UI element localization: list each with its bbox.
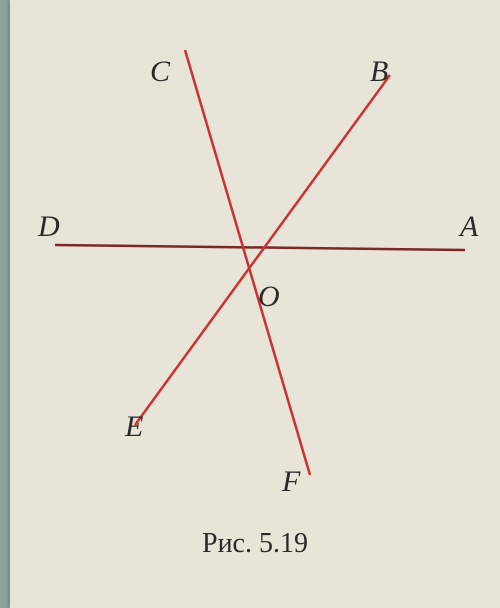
page-background: A B C D E F O Рис. 5.19 [10, 0, 500, 608]
diagram-svg [20, 20, 490, 520]
line-BE [135, 75, 390, 425]
line-CF [185, 50, 310, 475]
figure-caption: Рис. 5.19 [10, 528, 500, 560]
label-C: C [150, 55, 170, 89]
label-D: D [38, 210, 60, 244]
label-B: B [370, 55, 388, 89]
label-O: O [258, 280, 280, 314]
line-DA [55, 245, 465, 250]
label-F: F [282, 465, 300, 499]
geometry-diagram: A B C D E F O [20, 20, 490, 520]
label-A: A [460, 210, 478, 244]
label-E: E [125, 410, 143, 444]
